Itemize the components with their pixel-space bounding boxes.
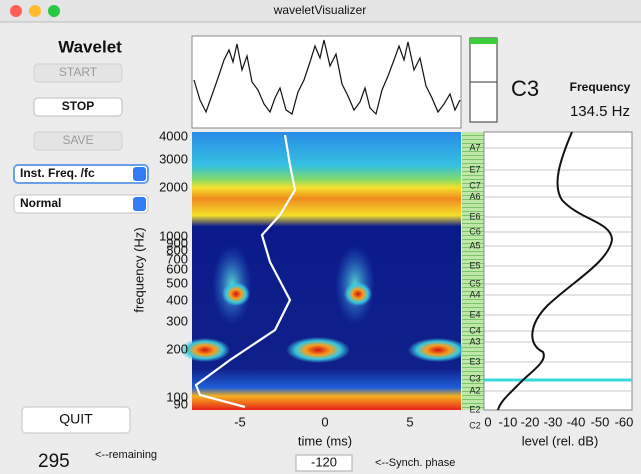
frequency-value: 134.5 Hz	[570, 103, 630, 120]
note-strip	[462, 132, 484, 410]
select-arrow	[133, 167, 146, 181]
note-label: C6	[469, 226, 481, 236]
start-button-label: START	[59, 65, 98, 79]
note-label: C3	[469, 373, 481, 383]
y-tick-label: 400	[166, 292, 188, 307]
display-mode-value: Inst. Freq. /fc	[20, 166, 95, 180]
level-tick-label: -40	[567, 414, 586, 429]
y-tick-label: 3000	[159, 151, 188, 166]
note-label: C4	[469, 325, 481, 335]
save-button[interactable]	[33, 131, 123, 151]
frequency-trace	[194, 134, 297, 409]
note-label: A6	[469, 191, 480, 201]
scale-mode-select[interactable]	[13, 194, 149, 214]
remaining-label: <--remaining	[95, 449, 157, 461]
note-label: A4	[469, 289, 480, 299]
minimize-button[interactable]	[29, 5, 41, 17]
level-tick-label: 0	[484, 414, 491, 429]
level-tick-label: -60	[615, 414, 634, 429]
waveform	[193, 39, 461, 116]
note-label: E6	[469, 211, 480, 221]
level-curve	[497, 131, 614, 411]
level-tick-label: -50	[591, 414, 610, 429]
x-axis-label: time (ms)	[298, 433, 352, 448]
level-tick-label: -30	[544, 414, 563, 429]
note-label: C2	[469, 420, 481, 430]
spectrogram-feature	[180, 338, 230, 362]
pitch-note: C3	[511, 76, 539, 101]
note-label: E7	[469, 164, 480, 174]
y-axis-label: frequency (Hz)	[131, 227, 146, 312]
x-tick-label: 0	[321, 414, 328, 429]
save-button-label: SAVE	[62, 133, 93, 147]
note-label: C7	[469, 180, 481, 190]
level-tick-label: -20	[521, 414, 540, 429]
x-tick-label: -5	[234, 414, 246, 429]
note-label: E3	[469, 356, 480, 366]
y-tick-label: 1000	[159, 228, 188, 243]
quit-button[interactable]	[21, 406, 131, 434]
note-label: C5	[469, 278, 481, 288]
synch-phase-value: -120	[311, 454, 337, 469]
heading: Wavelet	[58, 37, 122, 56]
spectrogram-feature	[286, 337, 350, 363]
note-label: E4	[469, 309, 480, 319]
note-label: E5	[469, 260, 480, 270]
display-mode-select[interactable]	[13, 164, 149, 184]
stop-button-label: STOP	[62, 99, 94, 113]
y-tick-label: 500	[166, 275, 188, 290]
spectrogram-feature	[344, 282, 372, 306]
note-label: A2	[469, 385, 480, 395]
note-label: A5	[469, 240, 480, 250]
level-axis-label: level (rel. dB)	[522, 433, 599, 448]
note-label: E2	[469, 404, 480, 414]
synch-phase-label: <--Synch. phase	[375, 457, 455, 469]
note-label: A7	[469, 142, 480, 152]
remaining-count: 295	[38, 451, 70, 472]
y-tick-label: 600	[166, 261, 188, 276]
level-meter	[469, 37, 498, 123]
synch-phase-field[interactable]	[295, 454, 353, 472]
y-tick-label: 900	[166, 235, 188, 250]
zoom-button[interactable]	[48, 5, 60, 17]
window-title: waveletVisualizer	[273, 3, 367, 17]
y-tick-label: 300	[166, 313, 188, 328]
note-label: A3	[469, 336, 480, 346]
start-button[interactable]	[33, 63, 123, 83]
y-tick-label: 90	[174, 396, 188, 411]
select-arrow	[133, 197, 146, 211]
level-tick-label: -10	[499, 414, 518, 429]
stop-button[interactable]	[33, 97, 123, 117]
y-tick-label: 100	[166, 389, 188, 404]
y-tick-label: 700	[166, 251, 188, 266]
spectrogram-feature	[408, 338, 468, 362]
y-tick-label: 2000	[159, 179, 188, 194]
y-tick-label: 200	[166, 341, 188, 356]
level-meter-bar	[470, 38, 497, 44]
frequency-label: Frequency	[570, 80, 631, 94]
x-tick-label: 5	[406, 414, 413, 429]
y-tick-label: 800	[166, 242, 188, 257]
close-button[interactable]	[10, 5, 22, 17]
quit-button-label: QUIT	[59, 411, 93, 427]
spectrogram-feature	[222, 282, 250, 306]
scale-mode-value: Normal	[20, 196, 61, 210]
title-bar	[0, 0, 641, 22]
y-tick-label: 4000	[159, 128, 188, 143]
